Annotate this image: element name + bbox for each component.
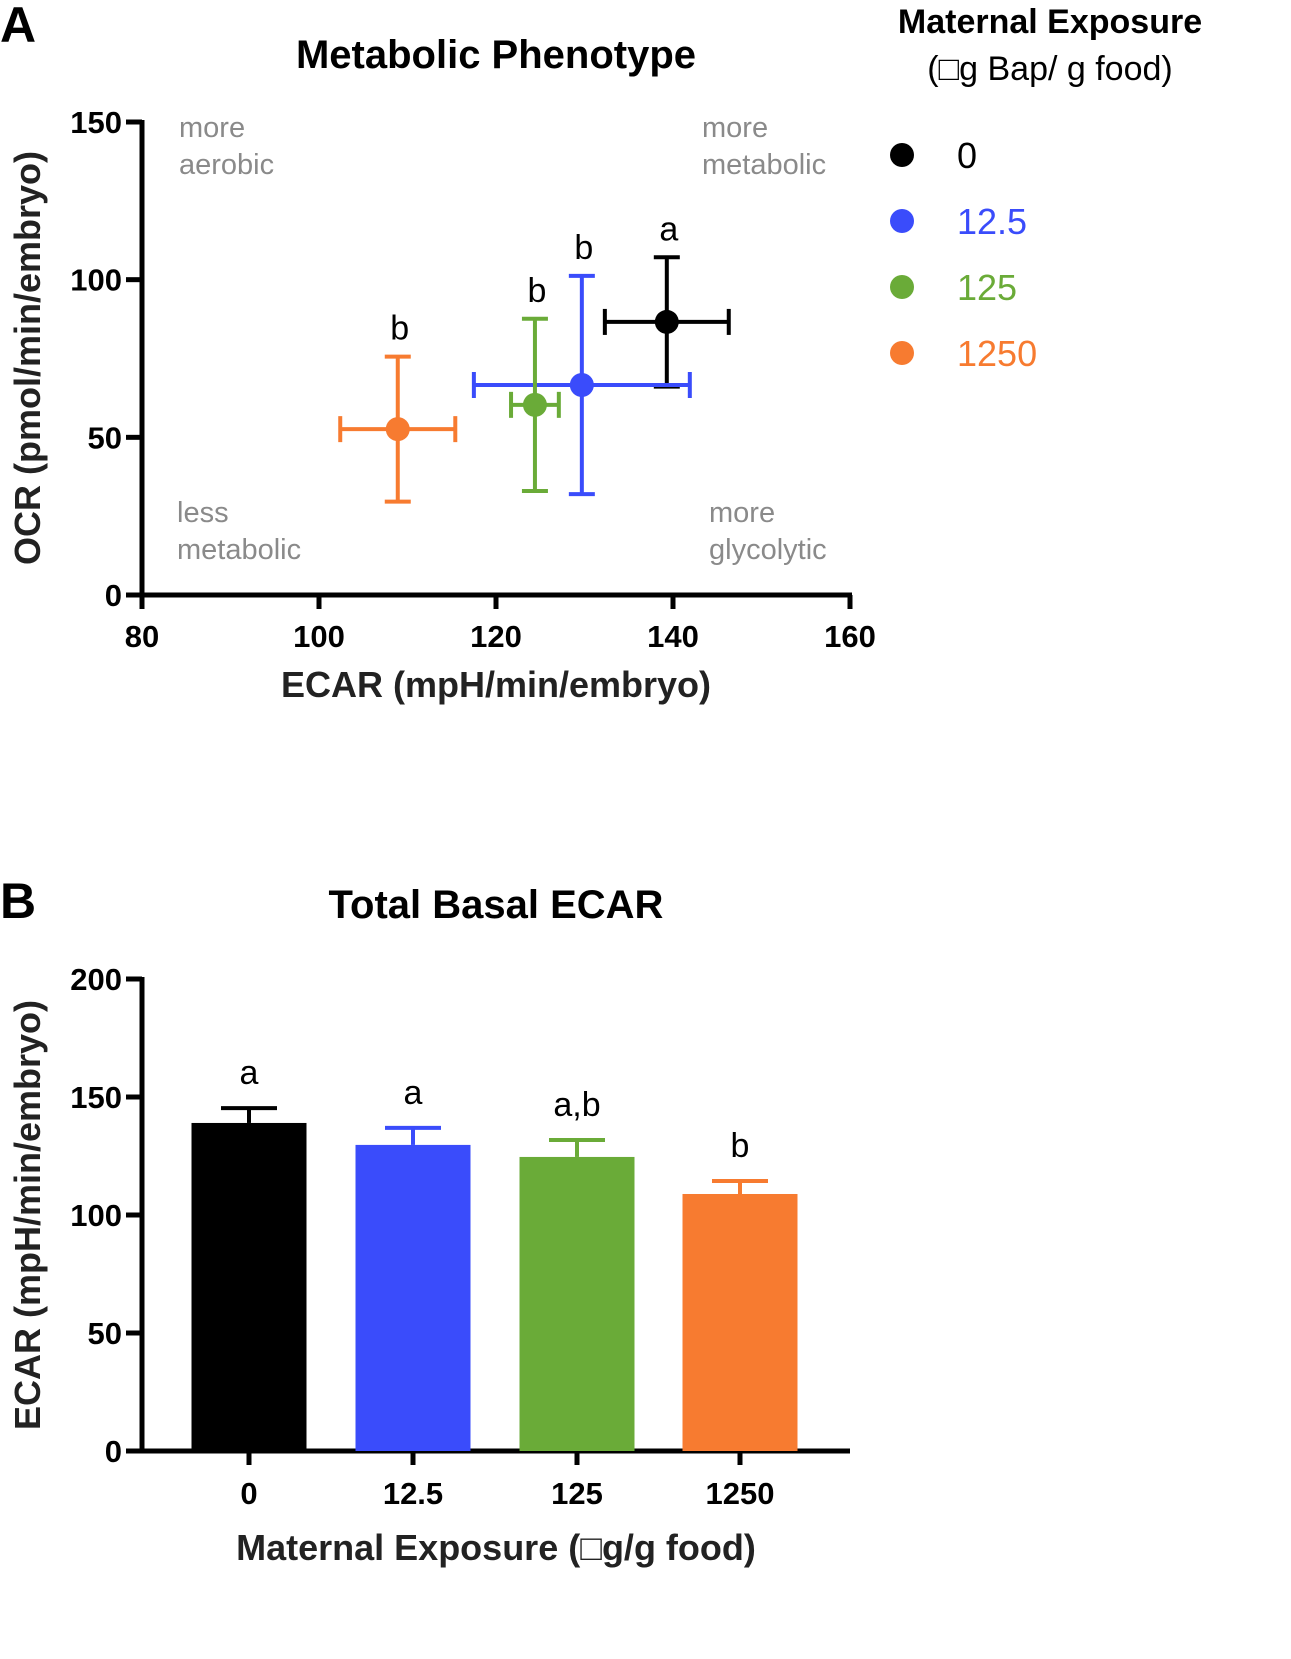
legend-marker-12.5 <box>890 209 914 233</box>
scatter-title: Metabolic Phenotype <box>296 33 696 77</box>
bar-title: Total Basal ECAR <box>329 883 664 927</box>
y-tick-label: 0 <box>105 578 122 613</box>
x-tick-label: 12.5 <box>383 1476 443 1511</box>
significance-label: b <box>390 310 409 348</box>
x-tick-label: 80 <box>125 619 159 654</box>
y-tick-label: 50 <box>88 420 122 455</box>
significance-label: b <box>527 272 546 310</box>
quadrant-label-top-right: more <box>702 112 768 144</box>
significance-label: a,b <box>553 1086 600 1124</box>
y-tick-label: 150 <box>70 105 122 140</box>
bar-1250: 1250 b <box>682 1127 798 1511</box>
significance-label: a <box>404 1074 423 1112</box>
significance-label: b <box>731 1127 750 1165</box>
y-tick-label: 200 <box>70 962 122 997</box>
bar-xlabel: Maternal Exposure (□g/g food) <box>236 1527 756 1568</box>
scatter-xlabel: ECAR (mpH/min/embryo) <box>281 664 711 705</box>
bar-rect <box>519 1156 635 1451</box>
bar-rect <box>682 1193 798 1451</box>
y-tick-label: 100 <box>70 263 122 298</box>
y-tick-label: 50 <box>88 1316 122 1351</box>
x-tick-label: 125 <box>551 1476 603 1511</box>
bar-ylabel: ECAR (mpH/min/embryo) <box>7 1000 48 1430</box>
data-marker <box>654 309 679 334</box>
data-marker <box>569 372 594 397</box>
y-tick-label: 100 <box>70 1198 122 1233</box>
y-tick-label: 150 <box>70 1080 122 1115</box>
legend-marker-1250 <box>890 341 914 365</box>
x-tick-label: 120 <box>470 619 522 654</box>
legend-marker-125 <box>890 275 914 299</box>
x-tick-label: 0 <box>240 1476 257 1511</box>
data-marker <box>522 392 547 417</box>
scatter-ylabel: OCR (pmol/min/embryo) <box>7 151 48 565</box>
legend-marker-0 <box>890 143 914 167</box>
data-marker <box>385 417 410 442</box>
legend: 0 12.5 125 1250 <box>890 135 1037 374</box>
y-tick-label: 0 <box>105 1434 122 1469</box>
legend-label-1250: 1250 <box>957 333 1037 374</box>
quadrant-label-bottom-left: metabolic <box>177 534 301 566</box>
quadrant-label-top-left: more <box>179 112 245 144</box>
significance-label: a <box>240 1054 259 1092</box>
legend-label-12.5: 12.5 <box>957 201 1027 242</box>
bar-rect <box>355 1144 471 1451</box>
x-tick-label: 1250 <box>706 1476 775 1511</box>
x-tick-label: 100 <box>293 619 345 654</box>
scatter-plot: 80 100 120 140 160 0 50 100 150 more aerobic more me… <box>70 105 876 654</box>
data-point-125: b <box>509 272 561 493</box>
significance-label: a <box>659 210 678 248</box>
bar-125: 125 a,b <box>519 1086 635 1511</box>
bar-rect <box>191 1122 307 1451</box>
legend-label-0: 0 <box>957 135 977 176</box>
quadrant-label-top-left: aerobic <box>179 149 274 181</box>
significance-label: b <box>574 229 593 267</box>
bar-12.5: 12.5 a <box>355 1074 471 1511</box>
data-point-1250: b <box>338 310 458 504</box>
x-tick-label: 160 <box>824 619 876 654</box>
bar-0: 0a <box>191 1054 307 1511</box>
x-tick-label: 140 <box>647 619 699 654</box>
legend-title-line2: (□g Bap/ g food) <box>927 50 1172 88</box>
panel-label-b: B <box>0 873 36 929</box>
data-point-0: a <box>602 210 731 389</box>
legend-label-125: 125 <box>957 267 1017 308</box>
panel-label-a: A <box>0 0 36 53</box>
legend-title-line1: Maternal Exposure <box>898 3 1202 41</box>
quadrant-label-top-right: metabolic <box>702 149 826 181</box>
data-point-12.5: b <box>471 229 692 497</box>
quadrant-label-bottom-right: glycolytic <box>709 534 827 566</box>
quadrant-label-bottom-right: more <box>709 497 775 529</box>
quadrant-label-bottom-left: less <box>177 497 229 529</box>
